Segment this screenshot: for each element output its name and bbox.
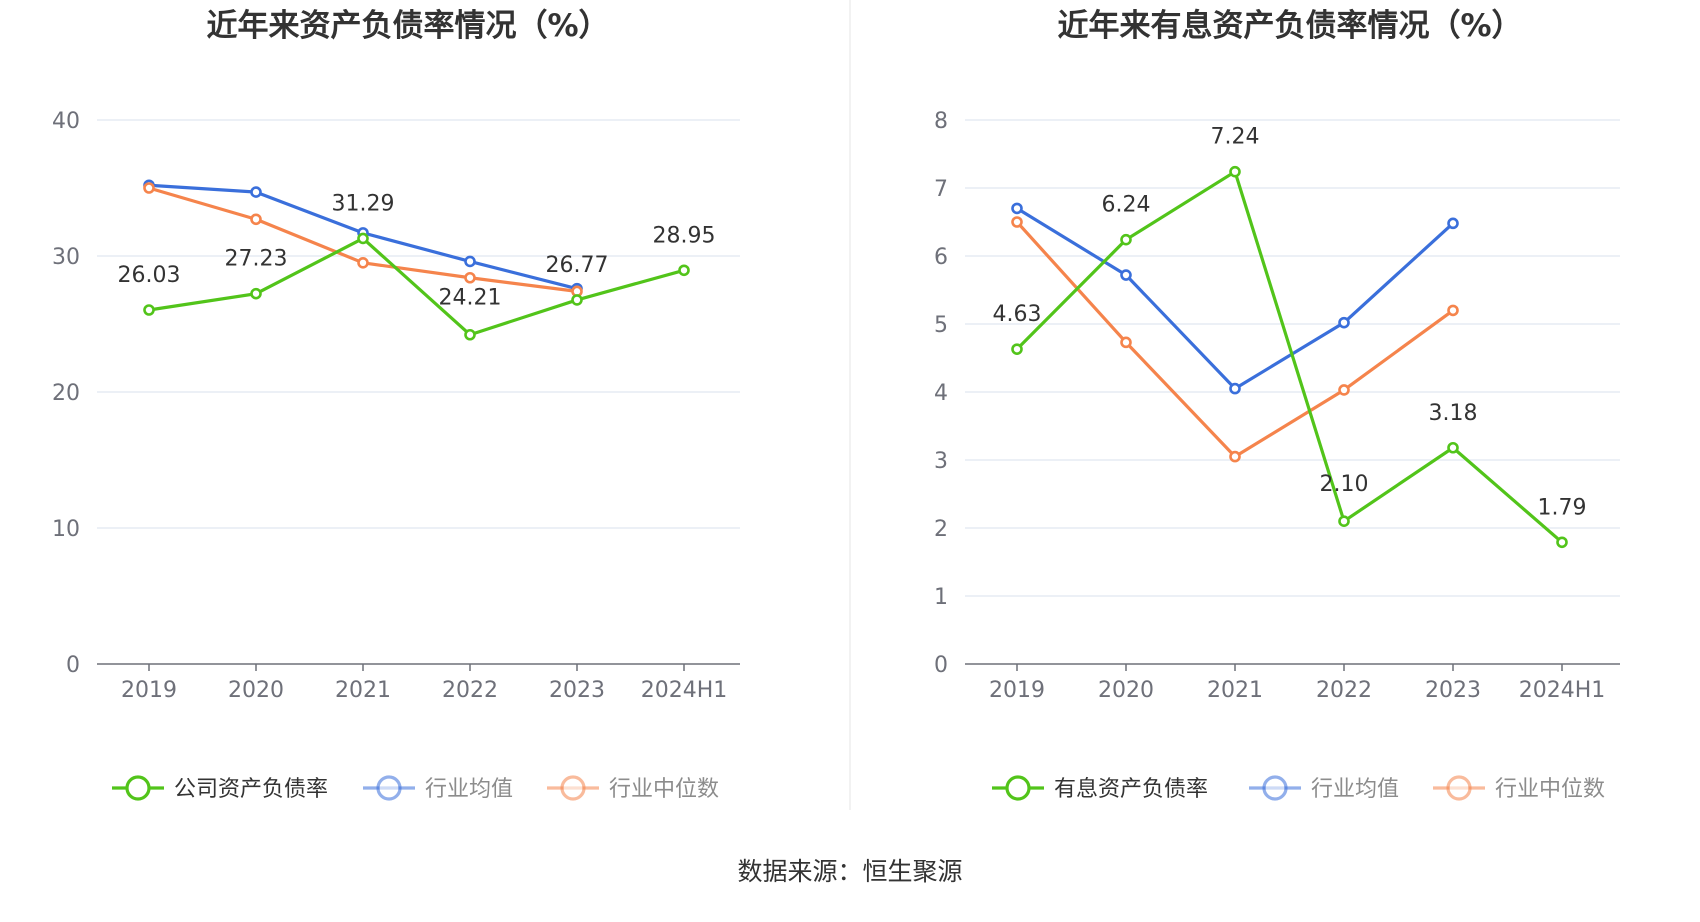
- y-tick-label: 2: [934, 517, 948, 542]
- data-point[interactable]: [571, 294, 583, 306]
- data-label: 26.77: [546, 253, 609, 278]
- data-label: 1.79: [1538, 495, 1587, 520]
- data-point[interactable]: [143, 182, 155, 194]
- y-tick-label: 5: [934, 313, 948, 338]
- legend-marker: [1005, 775, 1031, 801]
- data-label: 3.18: [1429, 401, 1478, 426]
- data-label: 27.23: [225, 247, 288, 272]
- data-point[interactable]: [1011, 343, 1023, 355]
- legend-label: 行业均值: [425, 777, 513, 802]
- y-tick-label: 30: [52, 245, 80, 270]
- source-note: 数据来源：恒生聚源: [737, 857, 962, 886]
- data-point[interactable]: [1447, 441, 1459, 454]
- legend-item-0[interactable]: 有息资产负债率: [992, 775, 1208, 802]
- x-tick-label: 2020: [1098, 678, 1154, 703]
- data-point[interactable]: [250, 186, 262, 198]
- data-point[interactable]: [143, 304, 155, 316]
- data-label: 26.03: [118, 263, 181, 288]
- chart-debt-ratio: 近年来资产负债率情况（%） 0 10 20 30 40 2019 2020 2021 2022 20…: [52, 8, 740, 802]
- data-point[interactable]: [357, 232, 369, 245]
- data-point[interactable]: [357, 256, 369, 269]
- x-tick-label: 2021: [335, 678, 391, 703]
- y-tick-label: 0: [66, 653, 80, 678]
- legend-marker: [1262, 775, 1288, 801]
- y-tick-label: 0: [934, 653, 948, 678]
- data-point[interactable]: [1120, 269, 1132, 281]
- data-label: 2.10: [1320, 472, 1369, 497]
- x-tick-label: 2023: [1425, 678, 1481, 703]
- data-point[interactable]: [1120, 233, 1132, 246]
- y-tick-label: 1: [934, 585, 948, 610]
- data-label: 31.29: [332, 191, 395, 216]
- legend-item-1[interactable]: 行业均值: [363, 775, 513, 802]
- legend-marker: [376, 775, 402, 801]
- x-tick-label: 2019: [989, 678, 1045, 703]
- data-point[interactable]: [1338, 384, 1350, 396]
- legend-marker: [560, 775, 586, 801]
- y-tick-label: 6: [934, 245, 948, 270]
- legend-label: 行业中位数: [1495, 777, 1605, 802]
- x-tick-label: 2024H1: [641, 678, 728, 703]
- data-point[interactable]: [464, 271, 476, 284]
- data-point[interactable]: [464, 255, 476, 268]
- data-point[interactable]: [1120, 336, 1132, 349]
- chart-interest-bearing-debt-ratio: 近年来有息资产负债率情况（%） 0 1 2 3 4 5 6 7 8 2019 2020 2021 2022…: [934, 8, 1620, 802]
- legend-label: 行业均值: [1311, 777, 1399, 802]
- chart-title: 近年来资产负债率情况（%）: [206, 8, 609, 44]
- data-point[interactable]: [1556, 536, 1568, 549]
- y-tick-label: 4: [934, 381, 948, 406]
- data-label: 24.21: [439, 286, 502, 311]
- legend-label: 有息资产负债率: [1054, 777, 1208, 802]
- legend-marker: [1446, 775, 1472, 801]
- series-line-0: [148, 236, 685, 337]
- legend-marker: [125, 775, 151, 801]
- data-point[interactable]: [1338, 515, 1350, 528]
- data-point[interactable]: [250, 287, 262, 300]
- data-point[interactable]: [250, 213, 262, 226]
- legend-item-1[interactable]: 行业均值: [1249, 775, 1399, 802]
- data-point[interactable]: [1447, 217, 1459, 230]
- data-point[interactable]: [1338, 316, 1350, 329]
- x-tick-label: 2020: [228, 678, 284, 703]
- data-point[interactable]: [1011, 216, 1023, 228]
- chart-title: 近年来有息资产负债率情况（%）: [1057, 8, 1522, 44]
- legend-item-2[interactable]: 行业中位数: [547, 775, 719, 802]
- data-point[interactable]: [464, 328, 476, 341]
- data-label: 7.24: [1211, 125, 1260, 150]
- x-tick-label: 2022: [1316, 678, 1372, 703]
- y-tick-label: 10: [52, 517, 80, 542]
- y-tick-label: 3: [934, 449, 948, 474]
- legend-item-0[interactable]: 公司资产负债率: [112, 775, 328, 802]
- series-line-0: [1015, 170, 1564, 544]
- data-point[interactable]: [1229, 382, 1241, 395]
- legend-label: 公司资产负债率: [174, 777, 328, 802]
- x-tick-label: 2023: [549, 678, 605, 703]
- data-label: 28.95: [653, 223, 716, 248]
- data-point[interactable]: [1229, 450, 1241, 463]
- legend-label: 行业中位数: [609, 777, 719, 802]
- legend-item-2[interactable]: 行业中位数: [1433, 775, 1605, 802]
- x-tick-label: 2019: [121, 678, 177, 703]
- data-point[interactable]: [678, 264, 690, 277]
- data-label: 4.63: [993, 302, 1042, 327]
- x-tick-label: 2024H1: [1519, 678, 1606, 703]
- x-tick-label: 2022: [442, 678, 498, 703]
- data-point[interactable]: [1011, 202, 1023, 215]
- y-tick-label: 8: [934, 109, 948, 134]
- y-tick-label: 20: [52, 381, 80, 406]
- x-tick-label: 2021: [1207, 678, 1263, 703]
- y-tick-label: 7: [934, 177, 948, 202]
- series-line-2: [1015, 220, 1454, 459]
- data-point[interactable]: [1447, 304, 1459, 317]
- data-label: 6.24: [1102, 193, 1151, 218]
- data-point[interactable]: [1229, 165, 1241, 178]
- y-tick-label: 40: [52, 109, 80, 134]
- series-line-1: [1016, 207, 1455, 391]
